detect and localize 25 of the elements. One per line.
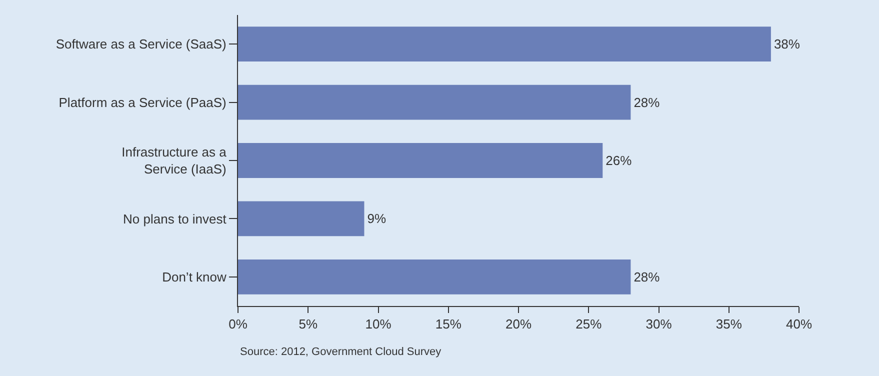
- bar: [238, 143, 603, 178]
- x-tick-label: 25%: [576, 316, 602, 332]
- y-tick-label: Infrastructure as a Service (IaaS): [122, 144, 228, 176]
- data-label: 28%: [634, 94, 660, 110]
- bar: [238, 26, 771, 62]
- source-note: Source: 2012, Government Cloud Survey: [240, 346, 442, 358]
- bar: [238, 201, 364, 236]
- y-tick-label: Don’t know: [162, 269, 228, 284]
- data-label: 26%: [606, 153, 632, 168]
- y-tick-label: No plans to invest: [123, 211, 227, 226]
- x-tick-label: 40%: [786, 316, 812, 332]
- bar: [238, 84, 631, 120]
- data-label: 38%: [774, 36, 800, 52]
- x-tick-label: 0%: [228, 316, 248, 332]
- x-tick-label: 20%: [505, 316, 532, 332]
- y-tick-label: Platform as a Service (PaaS): [58, 94, 226, 110]
- bar: [238, 259, 631, 294]
- data-label: 28%: [634, 269, 660, 284]
- x-tick-label: 10%: [365, 316, 392, 332]
- y-tick-label: Software as a Service (SaaS): [56, 36, 226, 52]
- x-tick-label: 15%: [435, 316, 462, 332]
- data-label: 9%: [367, 211, 386, 226]
- x-tick-label: 35%: [716, 316, 742, 332]
- x-tick-label: 30%: [646, 316, 672, 332]
- x-tick-label: 5%: [298, 316, 318, 332]
